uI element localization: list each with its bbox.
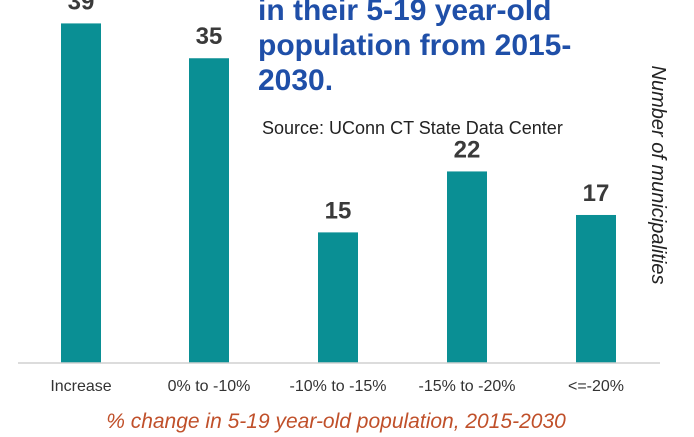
bar-0 [61, 23, 101, 363]
bar-2 [318, 232, 358, 363]
x-tick-label-2: -10% to -15% [290, 378, 387, 395]
data-label-4: 17 [583, 180, 610, 207]
data-label-0: 39 [68, 0, 95, 15]
chart-source: Source: UConn CT State Data Center [262, 118, 563, 138]
x-tick-label-0: Increase [50, 378, 111, 395]
x-tick-label-3: -15% to -20% [419, 378, 516, 395]
data-label-3: 22 [454, 136, 481, 163]
bar-1 [189, 58, 229, 364]
x-axis-label: % change in 5-19 year-old population, 20… [106, 410, 566, 433]
chart-title-line-3: 2030. [258, 64, 333, 97]
data-labels-layer: 39 35 15 22 17 [68, 0, 610, 224]
data-label-1: 35 [196, 23, 223, 50]
chart-title-line-1: in their 5-19 year-old [258, 0, 551, 27]
bar-3 [447, 171, 487, 363]
tick-labels-layer: Increase 0% to -10% -10% to -15% -15% to -2… [50, 378, 624, 395]
chart-title-line-2: population from 2015- [258, 29, 571, 62]
bar-4 [576, 214, 616, 363]
x-tick-label-4: <=-20% [568, 378, 624, 395]
x-tick-label-1: 0% to -10% [168, 378, 251, 395]
y-axis-label: Number of municipalities [647, 66, 669, 285]
bars-layer [61, 23, 616, 364]
data-label-2: 15 [325, 197, 352, 224]
